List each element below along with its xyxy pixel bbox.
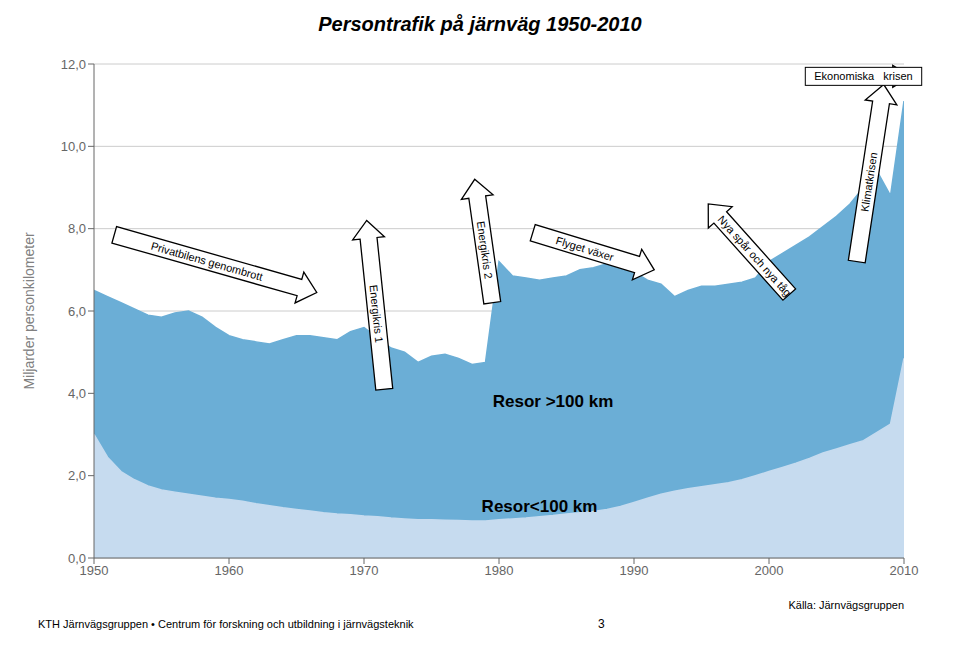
svg-text:2010: 2010 (890, 563, 919, 578)
html-text:Källa: Järnvägsgruppen: Källa: Järnvägsgruppen (788, 599, 904, 611)
html-text:3: 3 (598, 617, 605, 631)
svg-text:Miljarder personkilometer: Miljarder personkilometer (21, 232, 37, 390)
svg-text:Flyget växer: Flyget växer (554, 234, 615, 263)
svg-text:Resor >100 km: Resor >100 km (493, 392, 614, 411)
svg-text:1970: 1970 (350, 563, 379, 578)
svg-text:Privatbilens genombrott: Privatbilens genombrott (150, 240, 264, 283)
svg-text:0,0: 0,0 (68, 551, 86, 566)
svg-text:1980: 1980 (485, 563, 514, 578)
html-text:KTH Järnvägsgruppen • Centrum: KTH Järnvägsgruppen • Centrum för forskn… (38, 618, 414, 630)
svg-text:1950: 1950 (79, 563, 109, 579)
svg-text:8,0: 8,0 (68, 221, 86, 236)
svg-text:2,0: 2,0 (68, 468, 86, 483)
svg-text:Nya spår och nya tåg: Nya spår och nya tåg (716, 213, 794, 298)
svg-text:Resor<100 km: Resor<100 km (482, 497, 598, 516)
svg-text:Energikris 2: Energikris 2 (475, 220, 495, 279)
html-text:Persontrafik på järnväg 1950-2: Persontrafik på järnväg 1950-2010 (318, 13, 642, 35)
svg-text:Energikris 1: Energikris 1 (367, 284, 385, 343)
svg-text:Ekonomiska krisen: Ekonomiska krisen (814, 70, 912, 82)
svg-text:1960: 1960 (215, 563, 244, 578)
svg-text:2000: 2000 (755, 563, 784, 578)
svg-text:Klimatkrisen: Klimatkrisen (858, 151, 879, 212)
svg-text:1990: 1990 (620, 563, 649, 578)
svg-text:12,0: 12,0 (61, 57, 86, 72)
svg-text:6,0: 6,0 (68, 304, 86, 319)
svg-text:10,0: 10,0 (61, 139, 86, 154)
svg-text:4,0: 4,0 (68, 386, 86, 401)
